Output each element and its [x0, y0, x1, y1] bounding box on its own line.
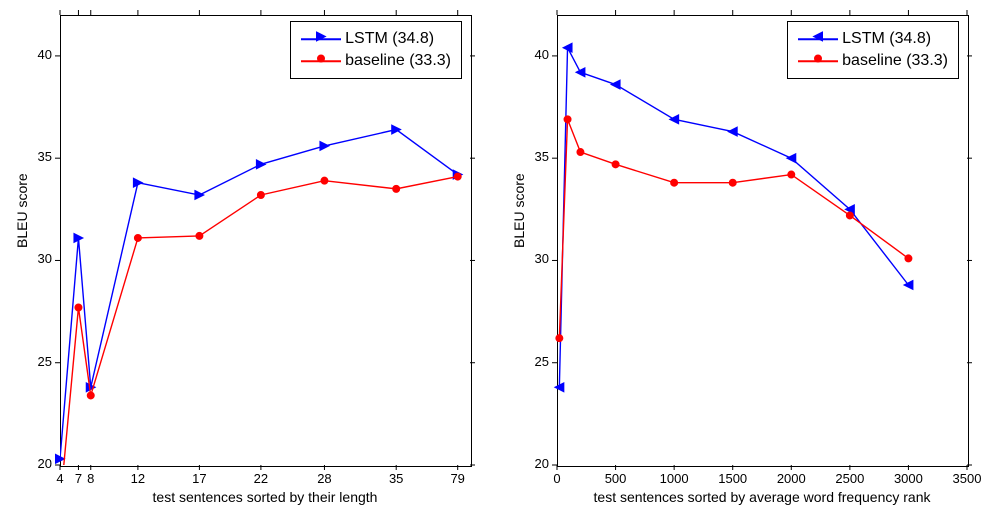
left-panel: 2025303540478121722283579BLEU scoretest …: [0, 0, 497, 509]
legend: LSTM (34.8) baseline (33.3): [787, 21, 959, 79]
ytick-label: 40: [38, 47, 52, 62]
ylabel: BLEU score: [511, 228, 527, 248]
ytick-label: 30: [38, 251, 52, 266]
legend-row: LSTM (34.8): [798, 28, 948, 50]
ylabel: BLEU score: [14, 228, 30, 248]
xlabel: test sentences sorted by their length: [60, 489, 470, 505]
marker-lstm: [611, 80, 620, 89]
xtick-label: 2000: [776, 471, 806, 486]
marker-baseline: [905, 255, 912, 262]
xtick-label: 8: [76, 471, 106, 486]
marker-lstm: [256, 160, 265, 169]
series-line-lstm: [60, 130, 458, 459]
marker-baseline: [134, 234, 141, 241]
ytick-label: 40: [535, 47, 549, 62]
xtick-label: 3000: [893, 471, 923, 486]
ytick-label: 20: [38, 456, 52, 471]
legend-row: baseline (33.3): [301, 50, 451, 72]
legend-swatch: [798, 30, 838, 48]
marker-baseline: [75, 304, 82, 311]
xtick-label: 79: [443, 471, 473, 486]
right-panel: 20 25 30 35 40 0 500 1000 1500 2000 2500 3000 3500 BL…: [497, 0, 994, 509]
marker-lstm: [576, 68, 585, 77]
marker-baseline: [729, 179, 736, 186]
xtick-label: 0: [542, 471, 572, 486]
series-line-baseline: [60, 177, 458, 506]
marker-lstm: [195, 191, 204, 200]
xtick-label: 12: [123, 471, 153, 486]
ytick-label: 20: [535, 456, 549, 471]
legend-label: baseline (33.3): [345, 52, 451, 70]
marker-baseline: [846, 212, 853, 219]
figure: 2025303540478121722283579BLEU scoretest …: [0, 0, 994, 509]
marker-lstm: [320, 141, 329, 150]
xtick-label: 28: [309, 471, 339, 486]
xlabel: test sentences sorted by average word fr…: [557, 489, 967, 505]
xtick-label: 500: [601, 471, 631, 486]
ytick-label: 25: [535, 354, 549, 369]
marker-baseline: [612, 161, 619, 168]
xtick-label: 1500: [718, 471, 748, 486]
marker-baseline: [257, 192, 264, 199]
marker-baseline: [87, 392, 94, 399]
legend: LSTM (34.8) baseline (33.3): [290, 21, 462, 79]
legend-label: LSTM (34.8): [842, 30, 931, 48]
legend-swatch: [301, 52, 341, 70]
ytick-label: 35: [38, 149, 52, 164]
marker-lstm: [728, 127, 737, 136]
legend-swatch: [798, 52, 838, 70]
marker-baseline: [393, 185, 400, 192]
xtick-label: 1000: [659, 471, 689, 486]
marker-lstm: [670, 115, 679, 124]
marker-baseline: [321, 177, 328, 184]
xtick-label: 22: [246, 471, 276, 486]
marker-baseline: [577, 149, 584, 156]
series-line-baseline: [559, 119, 908, 338]
legend-label: LSTM (34.8): [345, 30, 434, 48]
xtick-label: 17: [184, 471, 214, 486]
ytick-label: 35: [535, 149, 549, 164]
ytick-label: 30: [535, 251, 549, 266]
legend-label: baseline (33.3): [842, 52, 948, 70]
marker-baseline: [671, 179, 678, 186]
marker-baseline: [556, 335, 563, 342]
xtick-label: 35: [381, 471, 411, 486]
legend-row: LSTM (34.8): [301, 28, 451, 50]
marker-baseline: [196, 232, 203, 239]
series-line-lstm: [559, 48, 908, 388]
legend-row: baseline (33.3): [798, 50, 948, 72]
xtick-label: 3500: [952, 471, 982, 486]
ytick-label: 25: [38, 354, 52, 369]
marker-baseline: [564, 116, 571, 123]
xtick-label: 2500: [835, 471, 865, 486]
marker-lstm: [133, 178, 142, 187]
marker-baseline: [454, 173, 461, 180]
marker-baseline: [788, 171, 795, 178]
legend-swatch: [301, 30, 341, 48]
marker-lstm: [787, 154, 796, 163]
